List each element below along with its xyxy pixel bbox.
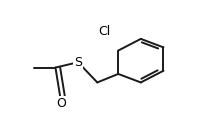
Text: Cl: Cl: [99, 25, 111, 38]
Text: S: S: [74, 56, 82, 69]
Text: O: O: [56, 97, 66, 110]
